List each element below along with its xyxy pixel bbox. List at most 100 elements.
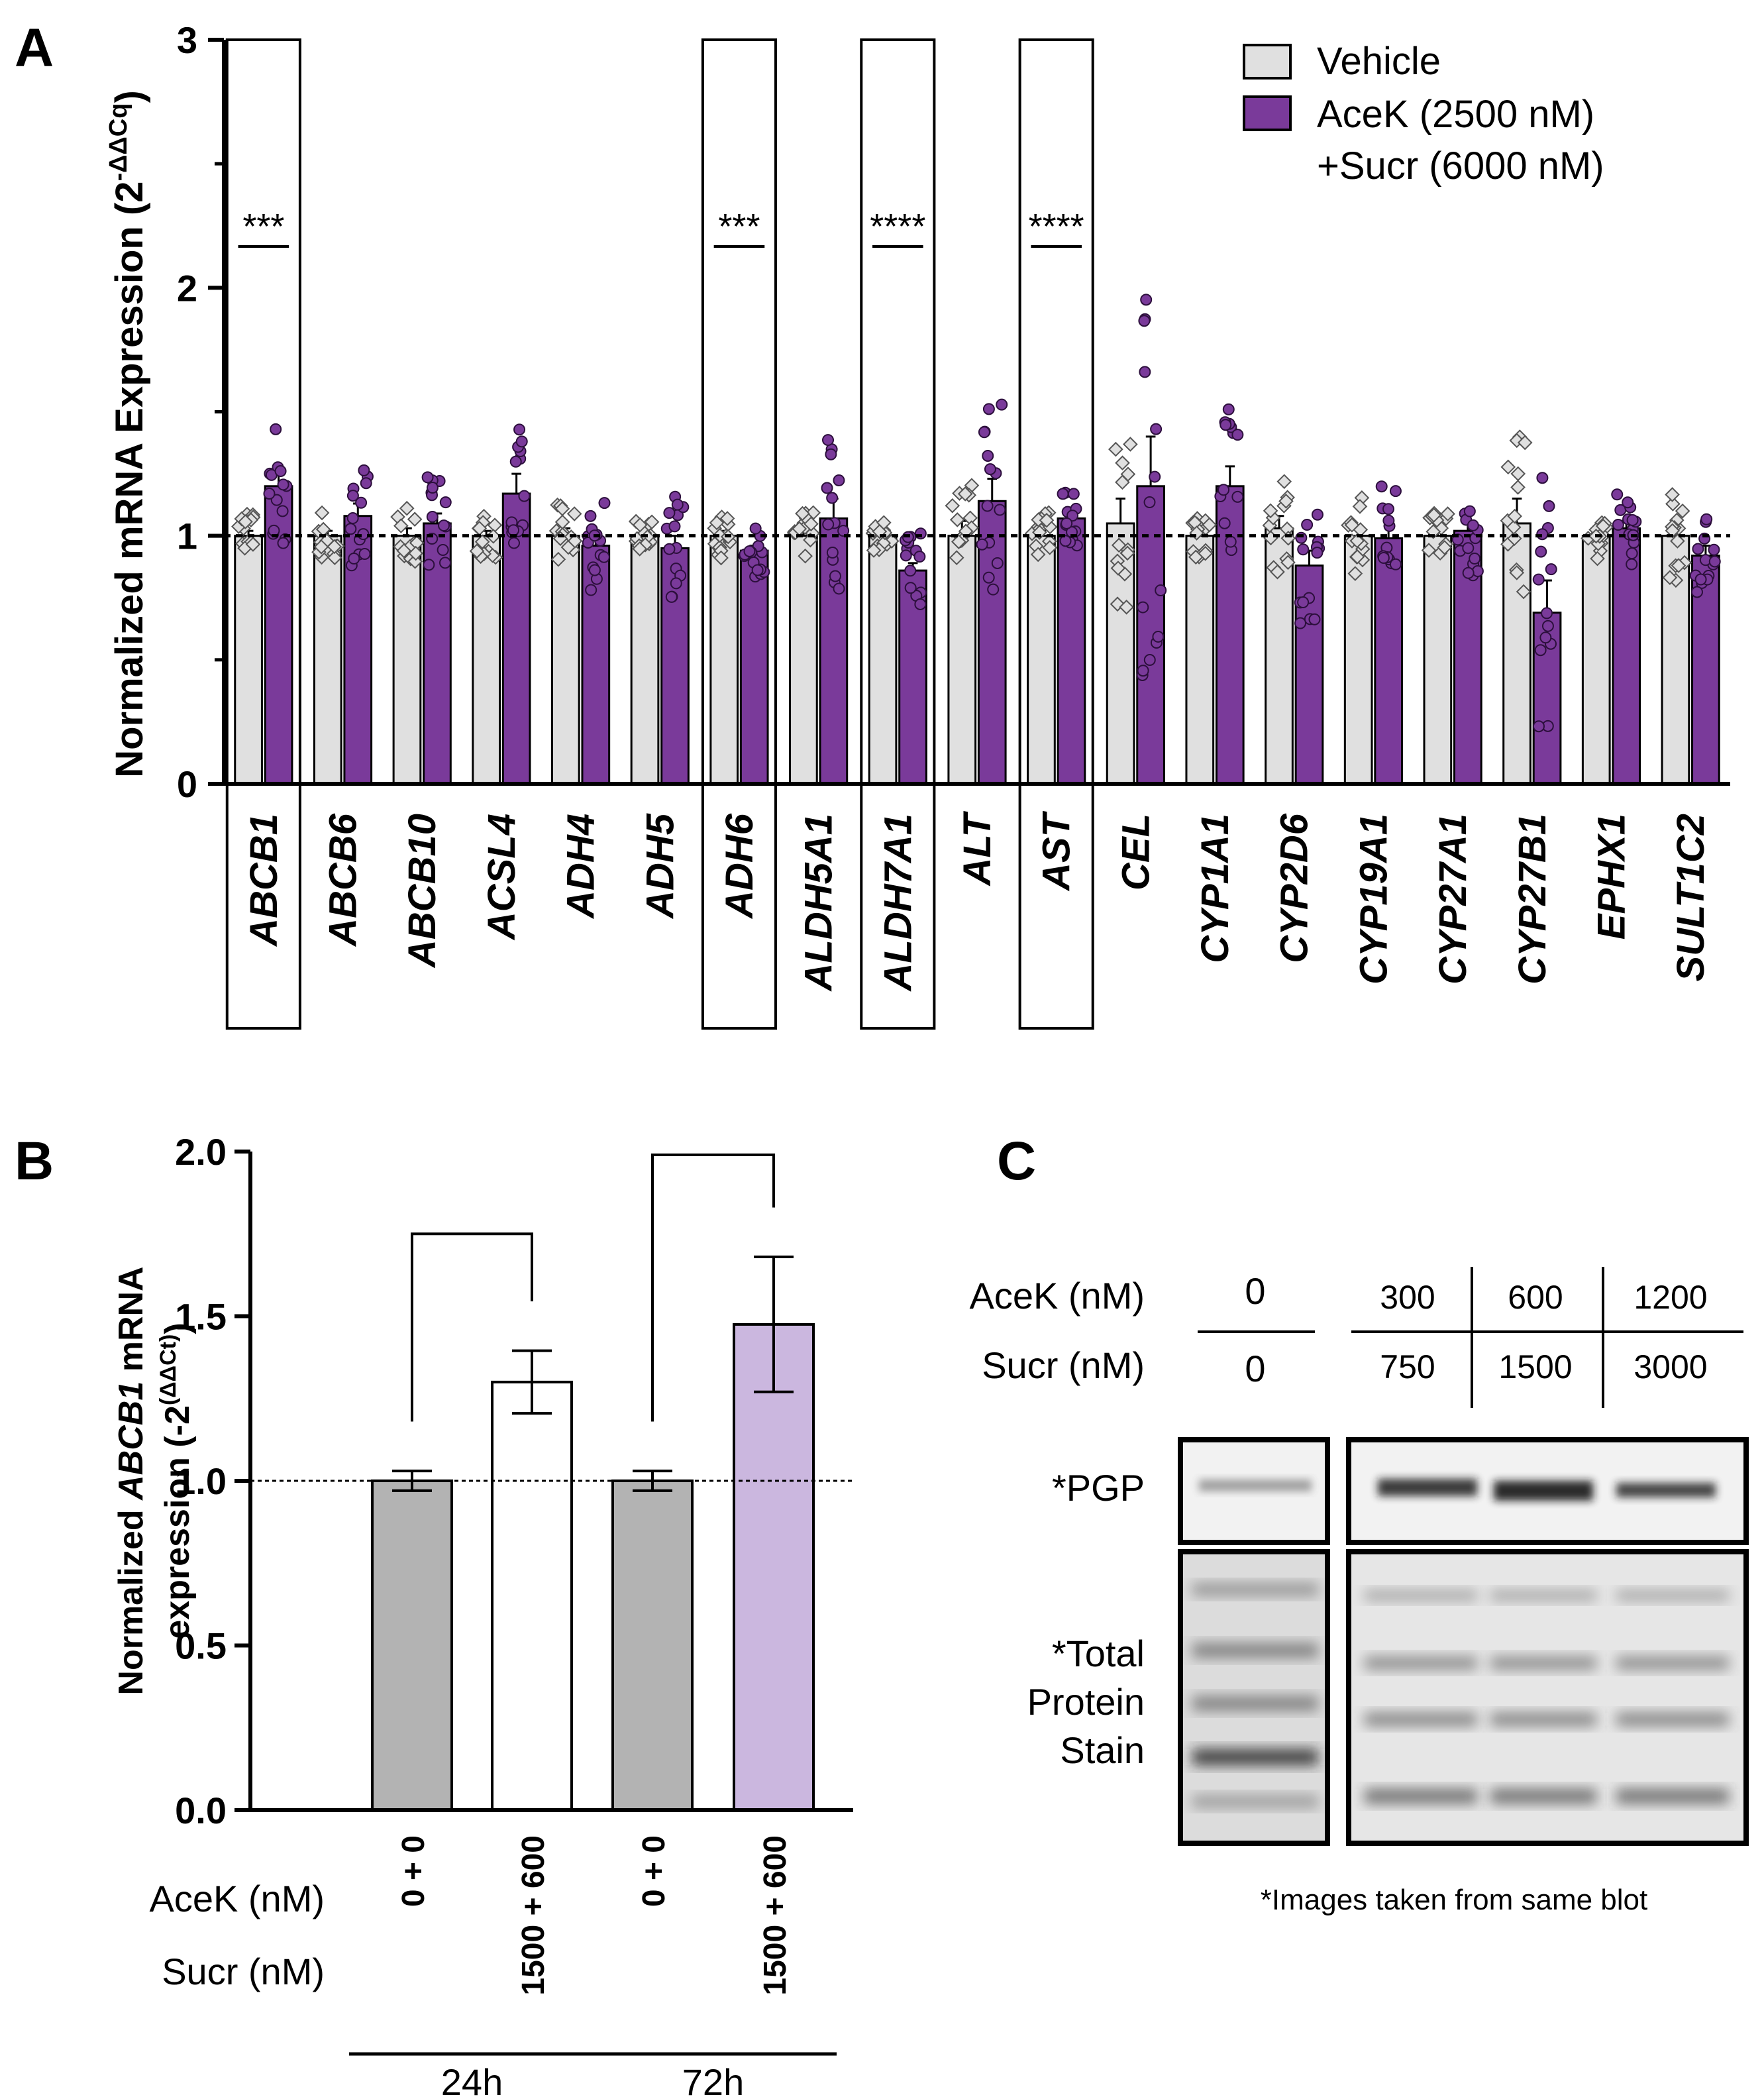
point-abcb6-treatment: [355, 496, 368, 509]
comparison-bracket-1: [651, 1153, 775, 1422]
point-sult1c2-vehicle: [1665, 496, 1681, 511]
bar-b-3: [733, 1322, 815, 1812]
x-tick-label-abcb1: ABCB1: [242, 814, 285, 947]
point-cyp19a1-treatment: [1382, 503, 1394, 515]
point-abcb10-vehicle: [409, 535, 425, 551]
point-alt-treatment: [982, 571, 995, 584]
point-adh5-treatment: [665, 590, 678, 603]
blot-sucr-label: Sucr (nM): [982, 1344, 1145, 1386]
point-adh6-vehicle: [713, 550, 729, 566]
point-cyp27b1-treatment: [1536, 472, 1549, 484]
x-tick-label-acsl4: ACSL4: [480, 814, 523, 941]
bar-b-0: [371, 1480, 453, 1811]
point-abcb10-treatment: [437, 544, 449, 557]
point-sult1c2-vehicle: [1662, 570, 1678, 586]
point-cyp27a1-vehicle: [1440, 506, 1455, 521]
point-cyp1a1-treatment: [1224, 535, 1237, 548]
blot-image-total-vehicle: [1178, 1549, 1330, 1846]
blot-sucr-value-1: 750: [1380, 1348, 1435, 1385]
point-aldh5a1-vehicle: [804, 516, 819, 532]
point-ephx1-treatment: [1611, 488, 1624, 501]
y-tick-label-b-3: 1.5: [175, 1296, 227, 1338]
panel-label-c: C: [997, 1131, 1036, 1191]
point-sult1c2-vehicle: [1670, 533, 1685, 549]
point-abcb10-treatment: [438, 519, 450, 532]
point-ephx1-treatment: [1612, 519, 1624, 531]
point-cel-vehicle: [1120, 466, 1136, 482]
point-abcb10-treatment: [421, 471, 434, 484]
point-cyp27a1-treatment: [1462, 566, 1475, 579]
point-cel-vehicle: [1119, 599, 1134, 615]
highlight-box-aldh7a1: [860, 38, 936, 1030]
point-abcb6-treatment: [346, 490, 359, 502]
point-acsl4-vehicle: [486, 529, 501, 544]
point-sult1c2-vehicle: [1671, 558, 1686, 573]
point-aldh7a1-treatment: [914, 598, 927, 610]
point-cyp27b1-treatment: [1532, 573, 1545, 586]
bars: [371, 1256, 815, 1812]
point-abcb1-treatment: [277, 478, 289, 491]
x-tick-label-aldh7a1: ALDH7A1: [876, 814, 919, 993]
point-adh4-treatment: [588, 564, 601, 576]
point-sult1c2-treatment: [1692, 543, 1704, 555]
bar-aldh7a1-vehicle: [868, 535, 898, 785]
point-abcb6-vehicle: [314, 505, 330, 521]
point-cyp19a1-treatment: [1389, 558, 1402, 570]
point-cel-vehicle: [1110, 561, 1126, 576]
blot-footnote: *Images taken from same blot: [1261, 1884, 1647, 1916]
point-cyp2d6-vehicle: [1263, 503, 1278, 519]
point-cyp19a1-vehicle: [1347, 566, 1363, 581]
panel-label-b: B: [15, 1131, 54, 1191]
point-sult1c2-vehicle: [1675, 503, 1690, 519]
point-cyp27b1-treatment: [1545, 563, 1557, 576]
y-tick-label-b-2: 1.0: [175, 1460, 227, 1502]
point-cyp27b1-vehicle: [1509, 565, 1525, 580]
point-aldh7a1-treatment: [900, 549, 912, 562]
point-cyp19a1-treatment: [1375, 480, 1388, 493]
point-acsl4-treatment: [509, 455, 522, 468]
point-ast-treatment: [1059, 535, 1072, 547]
blot-sucr-value-0: 0: [1245, 1348, 1265, 1389]
data-points: [231, 294, 1721, 733]
point-sult1c2-treatment: [1708, 555, 1721, 568]
point-cyp27a1-treatment: [1467, 519, 1479, 531]
point-cel-treatment: [1155, 584, 1167, 597]
point-cel-treatment: [1139, 366, 1151, 378]
point-cyp27b1-treatment: [1543, 500, 1555, 512]
point-alt-treatment: [978, 426, 990, 439]
bar-adh6-treatment: [739, 549, 769, 785]
y-axis-label-line1: Normalized ABCB1 mRNA: [112, 1266, 150, 1695]
point-acsl4-vehicle: [472, 521, 488, 536]
x-tick-label-adh5: ADH5: [639, 813, 682, 920]
point-cyp1a1-vehicle: [1187, 515, 1203, 531]
point-ast-vehicle: [1039, 512, 1055, 528]
point-adh6-vehicle: [709, 515, 725, 531]
point-abcb10-treatment: [423, 559, 435, 571]
point-cyp1a1-vehicle: [1202, 517, 1218, 533]
point-cyp27a1-treatment: [1471, 565, 1484, 578]
point-cyp1a1-treatment: [1218, 484, 1230, 496]
point-aldh5a1-treatment: [826, 492, 839, 504]
point-adh4-vehicle: [566, 506, 582, 521]
point-aldh5a1-treatment: [833, 582, 845, 595]
point-aldh5a1-treatment: [825, 448, 837, 460]
point-cyp2d6-treatment: [1297, 543, 1310, 556]
point-sult1c2-vehicle: [1665, 523, 1681, 539]
point-alt-vehicle: [949, 512, 965, 527]
point-alt-vehicle: [962, 510, 978, 526]
point-abcb6-treatment: [360, 477, 372, 490]
blot-acek-value-3: 1200: [1634, 1279, 1707, 1316]
point-alt-treatment: [981, 500, 994, 512]
point-acsl4-treatment: [507, 537, 520, 549]
point-abcb1-vehicle: [238, 514, 253, 529]
point-adh6-treatment: [743, 545, 756, 557]
point-alt-treatment: [982, 403, 995, 415]
point-cyp27b1-treatment: [1532, 720, 1545, 733]
point-abcb6-vehicle: [315, 521, 331, 537]
point-sult1c2-treatment: [1690, 586, 1703, 598]
point-cyp2d6-treatment: [1308, 613, 1321, 625]
point-aldh5a1-treatment: [822, 434, 835, 447]
point-adh4-vehicle: [550, 551, 566, 567]
point-adh6-treatment: [749, 522, 762, 535]
point-aldh5a1-vehicle: [798, 548, 813, 564]
